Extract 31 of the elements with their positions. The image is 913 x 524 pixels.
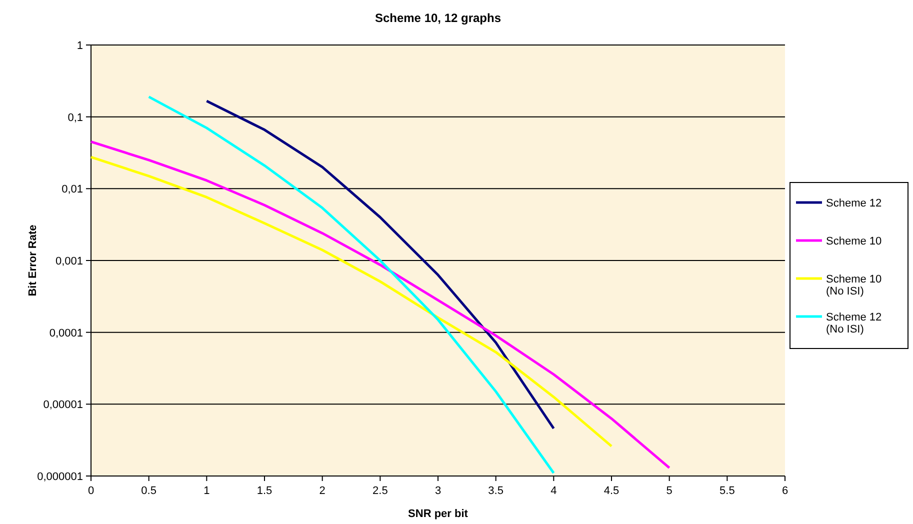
legend-label: Scheme 10	[826, 236, 882, 248]
legend-label: Scheme 10 (No ISI)	[826, 274, 882, 298]
line-series	[205, 100, 555, 430]
x-tick-label: 0	[88, 485, 94, 497]
line-series	[90, 156, 613, 448]
x-tick-label: 1.5	[256, 485, 272, 497]
x-tick-label: 2	[319, 485, 326, 497]
x-axis-title: SNR per bit	[408, 508, 468, 520]
x-tick-label: 0.5	[141, 485, 156, 497]
line-series	[90, 140, 671, 470]
y-tick-label: 1	[76, 40, 83, 52]
y-tick-label: 0,1	[68, 112, 83, 124]
legend-label: Scheme 12 (No ISI)	[826, 312, 882, 336]
y-axis-title: Bit Error Rate	[27, 224, 39, 296]
x-tick-label: 5.5	[720, 485, 735, 497]
x-tick-label: 4	[550, 485, 557, 497]
y-tick-label: 0,000001	[37, 471, 83, 483]
y-tick-label: 0,001	[55, 256, 83, 268]
chart-title: Scheme 10, 12 graphs	[374, 11, 502, 25]
x-tick-label: 1	[204, 485, 210, 497]
legend-label: Scheme 12	[826, 198, 882, 210]
x-tick-label: 6	[782, 485, 788, 497]
x-tick-label: 3	[434, 485, 442, 497]
y-tick-label: 0,0001	[49, 327, 83, 340]
y-tick-label: 0,00001	[43, 399, 83, 412]
line-series	[148, 96, 555, 474]
x-tick-label: 3.5	[488, 485, 504, 497]
x-tick-label: 4.5	[604, 485, 620, 497]
x-tick-label: 5	[666, 485, 672, 497]
x-tick-label: 2.5	[372, 485, 388, 497]
y-tick-label: 0,01	[62, 184, 83, 196]
